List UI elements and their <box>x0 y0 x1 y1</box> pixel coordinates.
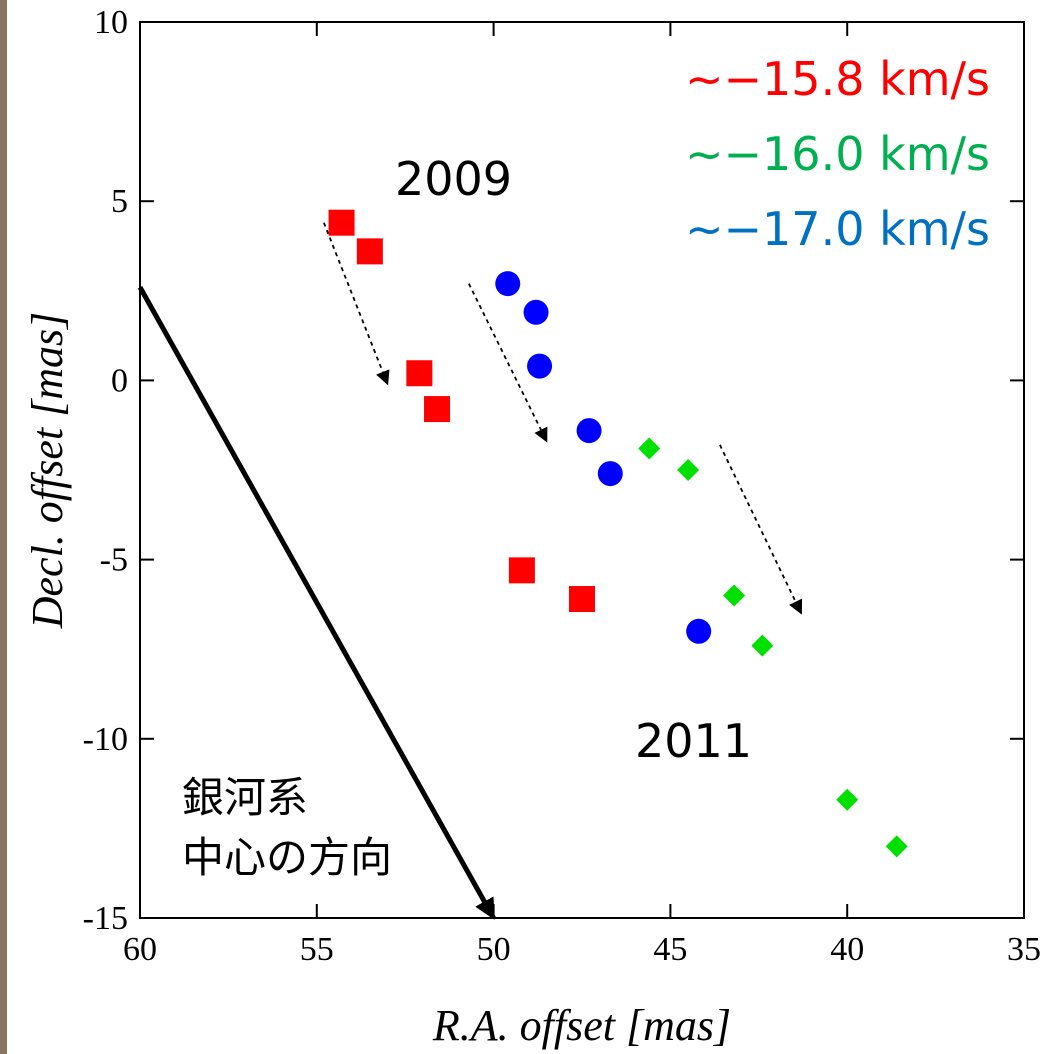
data-point-circle <box>523 299 549 325</box>
data-point-square <box>328 209 355 236</box>
y-tick-label: 10 <box>94 4 128 41</box>
y-tick-label: -10 <box>83 721 128 758</box>
data-point-diamond <box>836 788 859 811</box>
left-edge-strip <box>0 0 7 1054</box>
x-axis-label: R.A. offset [mas] <box>432 1001 731 1050</box>
data-point-circle <box>597 461 623 487</box>
galactic-center-arrow <box>137 285 496 920</box>
proper-motion-arrow <box>468 283 548 443</box>
data-point-square <box>424 396 451 423</box>
data-point-circle <box>686 618 712 644</box>
data-point-circle <box>527 353 553 379</box>
data-point-square <box>356 238 383 265</box>
year-2009-label: 2009 <box>395 152 512 206</box>
y-tick-label: -5 <box>100 542 128 579</box>
data-point-square <box>508 557 535 584</box>
y-tick-label: 5 <box>111 183 128 220</box>
x-tick-label: 35 <box>1007 931 1041 968</box>
x-tick-label: 60 <box>123 931 157 968</box>
data-points-layer <box>328 209 908 858</box>
y-tick-label: 0 <box>111 362 128 399</box>
x-tick-label: 45 <box>653 931 687 968</box>
arrows-layer <box>137 222 803 920</box>
legend-entry-2: ~−16.0 km/s <box>685 127 990 181</box>
data-point-diamond <box>677 459 700 481</box>
galactic-center-label-line1: 銀河系 <box>182 773 308 822</box>
y-tick-label: -15 <box>83 900 128 937</box>
proper-motion-arrow <box>323 222 390 386</box>
data-point-diamond <box>723 584 746 607</box>
data-point-square <box>406 360 433 387</box>
data-point-diamond <box>885 835 908 858</box>
plot-frame <box>139 21 1025 919</box>
y-axis-label: Decl. offset [mas] <box>23 312 72 630</box>
data-point-circle <box>576 418 602 444</box>
axis-ticks <box>139 21 1025 919</box>
data-point-diamond <box>751 634 774 657</box>
data-point-diamond <box>638 437 661 460</box>
data-point-circle <box>495 271 521 297</box>
legend-entry-1: ~−15.8 km/s <box>685 52 990 106</box>
x-tick-label: 55 <box>300 931 334 968</box>
legend-entry-3: ~−17.0 km/s <box>685 202 990 256</box>
x-tick-label: 40 <box>830 931 864 968</box>
legend: ~−15.8 km/s ~−16.0 km/s ~−17.0 km/s <box>685 52 990 256</box>
proper-motion-arrow <box>719 444 803 615</box>
year-2011-label: 2011 <box>635 714 752 768</box>
galactic-center-label-line2: 中心の方向 <box>182 833 392 882</box>
data-point-square <box>569 586 595 613</box>
x-tick-label: 50 <box>477 931 511 968</box>
